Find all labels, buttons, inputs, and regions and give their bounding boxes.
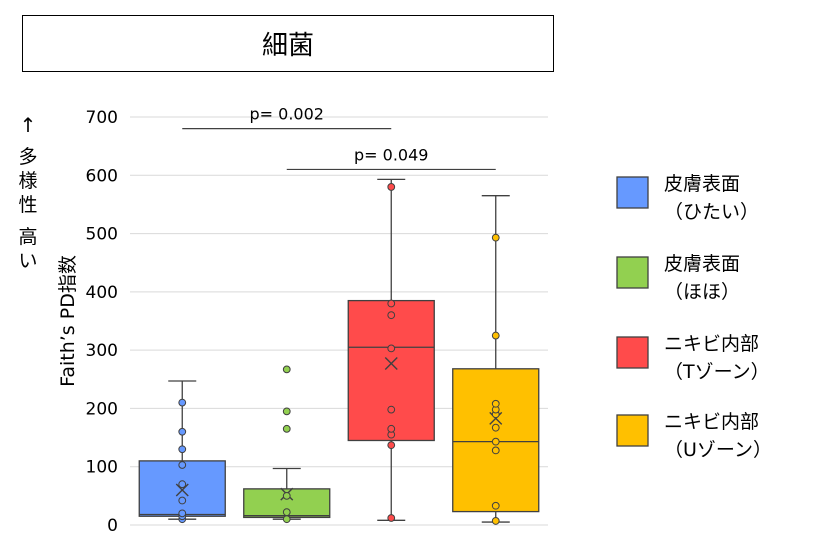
legend-sublabel: （ひたい） [664, 201, 759, 223]
data-point [178, 509, 187, 518]
legend-swatch [616, 414, 649, 447]
data-point [491, 423, 500, 432]
data-point [178, 445, 187, 454]
data-point [178, 427, 187, 436]
data-point [491, 399, 500, 408]
legend-swatch [616, 176, 649, 209]
data-point [178, 398, 187, 407]
box-group [138, 380, 226, 524]
data-point [491, 233, 500, 242]
data-point [387, 183, 396, 191]
data-point [282, 508, 291, 517]
chart-title: 細菌 [22, 15, 554, 72]
p-value-label: p= 0.049 [354, 145, 428, 164]
legend-label: 皮膚表面 [664, 253, 740, 275]
data-point [491, 501, 500, 510]
y-axis-note-char: 高 [18, 226, 37, 248]
mean-marker [175, 483, 189, 497]
y-axis-note-char: 性 [18, 194, 37, 216]
y-tick-label: 300 [86, 341, 118, 361]
legend-sublabel: （Uゾーン） [664, 439, 772, 461]
data-point [491, 437, 500, 446]
data-point [491, 331, 500, 340]
legend-sublabel: （ほほ） [664, 281, 740, 303]
legend-item: 皮膚表面 （ほほ） [616, 253, 740, 303]
data-point [178, 480, 187, 489]
data-point [387, 424, 396, 433]
y-tick-label: 400 [86, 283, 118, 303]
legend: 皮膚表面 （ひたい） 皮膚表面 （ほほ） ニキビ内部 （Tゾーン） ニキビ内部 （Uゾーン） [616, 173, 772, 461]
annotation-layer: p= 0.002 p= 0.049 [182, 105, 496, 171]
data-point [387, 299, 396, 308]
data-point [387, 405, 396, 414]
legend-item: ニキビ内部 （Uゾーン） [616, 411, 772, 461]
legend-label: ニキビ内部 [664, 333, 759, 355]
data-point [387, 344, 396, 353]
y-tick-label: 600 [86, 166, 118, 186]
box-iqr [347, 299, 435, 442]
data-point [282, 424, 291, 433]
y-tick-label: 700 [86, 108, 118, 128]
box-group [452, 195, 540, 525]
legend-sublabel: （Tゾーン） [664, 361, 770, 383]
box-layer [138, 178, 540, 525]
legend-item: ニキビ内部 （Tゾーン） [616, 333, 770, 383]
mean-marker [489, 411, 503, 425]
y-axis-label: Faith’s PD指数 [57, 255, 79, 387]
box-group [347, 178, 435, 522]
data-point [282, 407, 291, 416]
data-point [282, 491, 291, 500]
data-point [387, 514, 396, 522]
p-value-label: p= 0.002 [250, 105, 324, 124]
data-point [491, 517, 500, 525]
mean-marker [384, 357, 398, 371]
y-tick-label: 100 [86, 458, 118, 478]
legend-item: 皮膚表面 （ひたい） [616, 173, 759, 223]
y-tick-layer: 0 100 200 300 400 500 600 700 [86, 108, 118, 536]
y-axis-note-char: い [18, 250, 37, 272]
up-arrow-icon: ↑ [20, 113, 37, 137]
data-point [387, 311, 396, 320]
box-group [243, 365, 331, 524]
y-tick-label: 0 [107, 516, 118, 536]
legend-label: ニキビ内部 [664, 411, 759, 433]
y-tick-label: 500 [86, 225, 118, 245]
y-axis-note-char: 様 [18, 170, 37, 192]
data-point [282, 515, 291, 524]
data-point [178, 496, 187, 505]
box-iqr [138, 460, 226, 517]
data-point [178, 461, 187, 469]
data-point [491, 446, 500, 455]
legend-swatch [616, 336, 649, 369]
y-axis-note-char: 多 [18, 146, 37, 168]
data-point [387, 441, 396, 450]
legend-label: 皮膚表面 [664, 173, 740, 195]
y-tick-label: 200 [86, 399, 118, 419]
data-point [282, 365, 291, 374]
legend-swatch [616, 256, 649, 289]
